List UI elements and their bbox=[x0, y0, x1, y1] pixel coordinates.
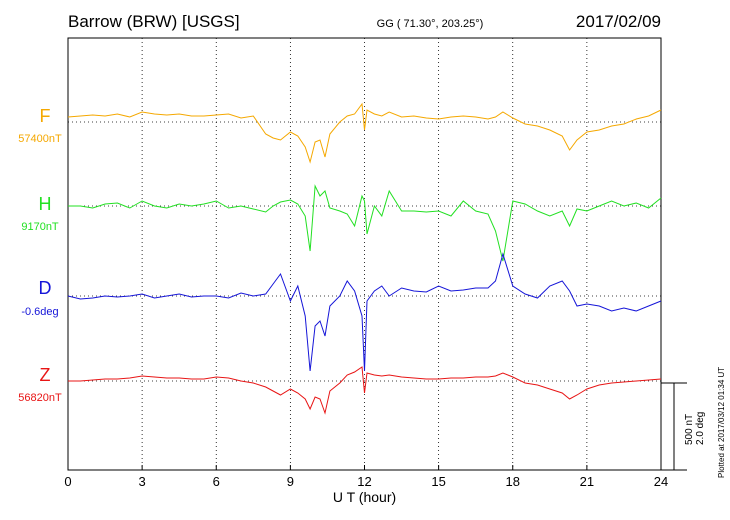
scale-bar-nt-label: 500 nT bbox=[684, 414, 695, 445]
scale-bar: 500 nT 2.0 deg bbox=[661, 382, 706, 471]
series-line-h bbox=[68, 184, 662, 262]
x-tick-label-9: 9 bbox=[287, 474, 294, 489]
x-tick-label-6: 6 bbox=[213, 474, 220, 489]
series-baseline-d: -0.6deg bbox=[21, 306, 58, 318]
series-baseline-h: 9170nT bbox=[21, 221, 59, 233]
x-axis-title: U T (hour) bbox=[333, 489, 396, 505]
series-baseline-z: 56820nT bbox=[18, 392, 62, 404]
x-axis-ticks: 0 3 6 9 12 15 18 21 24 bbox=[64, 465, 668, 489]
x-tick-label-18: 18 bbox=[506, 474, 520, 489]
series-line-f bbox=[67, 102, 662, 164]
x-tick-label-15: 15 bbox=[431, 474, 445, 489]
series-name-h: H bbox=[39, 194, 52, 214]
x-tick-label-24: 24 bbox=[654, 474, 668, 489]
scale-bar-deg-label: 2.0 deg bbox=[695, 412, 706, 445]
series-lines bbox=[67, 102, 662, 415]
series-line-d bbox=[67, 252, 662, 372]
x-tick-label-12: 12 bbox=[357, 474, 371, 489]
x-tick-label-0: 0 bbox=[64, 474, 71, 489]
date-label: 2017/02/09 bbox=[576, 12, 661, 31]
series-line-z bbox=[68, 366, 662, 415]
station-title: Barrow (BRW) [USGS] bbox=[68, 12, 240, 31]
series-labels: F 57400nT H 9170nT D -0.6deg Z 56820nT bbox=[18, 106, 62, 404]
grid-lines bbox=[141, 38, 588, 470]
series-name-z: Z bbox=[40, 365, 51, 385]
plotted-timestamp: Plotted at 2017/03/12 01:34 UT bbox=[717, 367, 726, 478]
series-name-f: F bbox=[40, 106, 51, 126]
x-tick-label-3: 3 bbox=[139, 474, 146, 489]
series-name-d: D bbox=[39, 278, 52, 298]
coordinates-label: GG ( 71.30°, 203.25°) bbox=[377, 18, 484, 30]
series-baseline-f: 57400nT bbox=[18, 133, 62, 145]
x-tick-label-21: 21 bbox=[580, 474, 594, 489]
